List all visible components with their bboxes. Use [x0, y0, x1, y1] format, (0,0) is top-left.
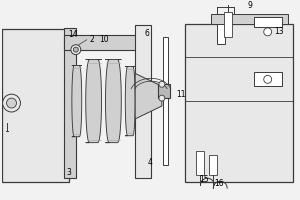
Text: 4: 4 [148, 158, 152, 167]
Bar [135, 25, 151, 178]
Bar [64, 35, 143, 50]
Text: 13: 13 [274, 27, 284, 36]
Circle shape [7, 98, 16, 108]
Text: 3: 3 [67, 168, 71, 177]
Bar [254, 72, 281, 86]
Bar [254, 17, 281, 27]
Circle shape [159, 81, 165, 87]
Polygon shape [72, 65, 82, 137]
Text: 2: 2 [89, 35, 94, 44]
Circle shape [3, 94, 20, 112]
Bar [64, 28, 76, 178]
Polygon shape [86, 60, 101, 143]
Text: 15: 15 [200, 175, 209, 184]
Bar [163, 37, 168, 165]
Bar [217, 14, 225, 44]
Bar [158, 84, 170, 98]
Polygon shape [106, 60, 121, 143]
Polygon shape [135, 73, 162, 119]
Bar [184, 24, 293, 182]
Text: 11: 11 [176, 90, 185, 99]
Circle shape [73, 47, 78, 52]
Text: 16: 16 [214, 179, 224, 188]
Polygon shape [125, 66, 135, 136]
Text: 10: 10 [100, 35, 109, 44]
Circle shape [71, 45, 81, 55]
Bar [196, 151, 204, 175]
Text: 14: 14 [68, 30, 78, 39]
Bar [211, 14, 289, 24]
Bar [209, 155, 217, 175]
Bar [224, 12, 232, 37]
Circle shape [264, 75, 272, 83]
Text: 6: 6 [145, 29, 149, 38]
Circle shape [159, 95, 165, 101]
Circle shape [264, 28, 272, 36]
Bar [2, 29, 69, 182]
Text: 9: 9 [248, 1, 252, 10]
